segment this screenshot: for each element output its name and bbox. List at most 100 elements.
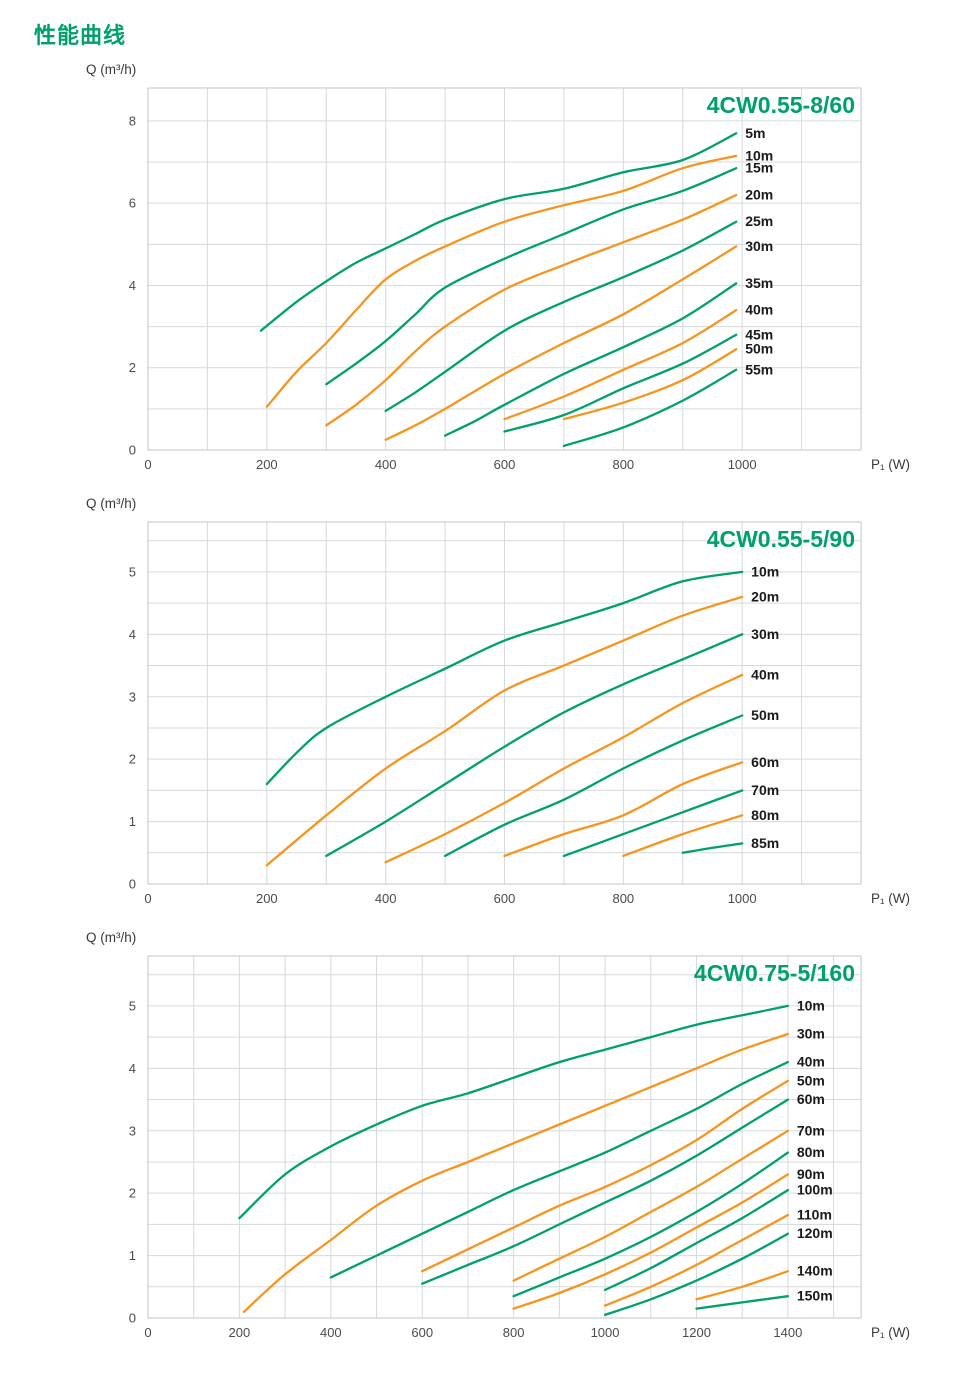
curve-100m bbox=[603, 1188, 790, 1292]
y-axis-label: Q (m³/h) bbox=[86, 62, 136, 77]
curve-120m bbox=[603, 1232, 790, 1317]
chart-title: 4CW0.55-5/90 bbox=[707, 526, 855, 552]
curve-label-30m: 30m bbox=[797, 1026, 825, 1042]
x-tick-label: 0 bbox=[144, 891, 151, 906]
x-tick-label: 800 bbox=[612, 891, 634, 906]
y-tick-label: 8 bbox=[129, 113, 136, 128]
y-axis-label: Q (m³/h) bbox=[86, 930, 136, 945]
curve-20m bbox=[325, 193, 738, 427]
curve-40m bbox=[503, 308, 738, 421]
y-tick-label: 4 bbox=[129, 1061, 136, 1076]
curve-label-30m: 30m bbox=[745, 238, 773, 254]
curve-label-120m: 120m bbox=[797, 1225, 833, 1241]
page-title: 性能曲线 bbox=[34, 23, 127, 48]
curve-15m bbox=[325, 167, 738, 386]
curve-label-15m: 15m bbox=[745, 160, 773, 176]
curve-50m bbox=[443, 714, 744, 858]
curve-50m bbox=[562, 348, 738, 421]
curve-label-110m: 110m bbox=[797, 1207, 832, 1223]
curve-70m bbox=[512, 1129, 790, 1282]
curve-30m bbox=[242, 1032, 790, 1313]
y-tick-label: 1 bbox=[129, 1248, 136, 1263]
curve-label-35m: 35m bbox=[745, 275, 773, 291]
y-tick-label: 6 bbox=[129, 196, 136, 211]
curve-30m bbox=[384, 245, 738, 441]
curve-label-50m: 50m bbox=[797, 1072, 825, 1088]
y-tick-label: 3 bbox=[129, 689, 136, 704]
x-tick-label: 1200 bbox=[682, 1325, 711, 1340]
curve-10m bbox=[238, 1004, 790, 1220]
curve-70m bbox=[562, 789, 744, 858]
curve-80m bbox=[512, 1151, 790, 1298]
x-tick-label: 0 bbox=[144, 457, 151, 472]
curve-label-20m: 20m bbox=[751, 588, 779, 604]
curve-40m bbox=[384, 673, 744, 864]
curve-90m bbox=[512, 1173, 790, 1310]
plot-border bbox=[147, 955, 862, 1319]
curve-50m bbox=[421, 1079, 790, 1273]
x-axis-label: P₁ (W) bbox=[871, 891, 910, 906]
chart-svg: 0 200 400 600 800 1000 0 2 4 6 8 Q (m³/h) P₁ (W) 4CW0… bbox=[86, 62, 910, 472]
y-tick-label: 5 bbox=[129, 564, 136, 579]
x-tick-label: 1000 bbox=[591, 1325, 620, 1340]
x-tick-label: 0 bbox=[144, 1325, 151, 1340]
curve-label-10m: 10m bbox=[751, 563, 779, 579]
x-tick-label: 200 bbox=[256, 457, 278, 472]
x-tick-label: 400 bbox=[375, 457, 397, 472]
curve-20m bbox=[265, 595, 744, 867]
curve-label-10m: 10m bbox=[745, 147, 773, 163]
curve-150m bbox=[695, 1295, 790, 1310]
curve-10m bbox=[265, 154, 738, 408]
curve-35m bbox=[443, 282, 738, 437]
curve-55m bbox=[562, 368, 738, 448]
x-tick-label: 1400 bbox=[773, 1325, 802, 1340]
x-tick-label: 800 bbox=[503, 1325, 525, 1340]
chart-svg: 0 200 400 600 800 1000 0 1 2 3 4 5 Q (m³/h) P₁ (W) 4CW… bbox=[86, 496, 910, 906]
curve-label-90m: 90m bbox=[797, 1166, 825, 1182]
x-tick-label: 800 bbox=[612, 457, 634, 472]
curve-label-140m: 140m bbox=[797, 1263, 833, 1279]
chart-title: 4CW0.55-8/60 bbox=[707, 92, 855, 118]
x-tick-label: 200 bbox=[256, 891, 278, 906]
curve-60m bbox=[503, 761, 744, 858]
chart-title: 4CW0.75-5/160 bbox=[694, 960, 855, 986]
chart-svg: 0 200 400 600 800 1000 1200 1400 0 1 2 3 4 5 Q (m³/h) P… bbox=[86, 930, 910, 1340]
curve-10m bbox=[265, 570, 744, 786]
curve-40m bbox=[329, 1060, 790, 1279]
y-tick-label: 0 bbox=[129, 443, 136, 458]
y-tick-label: 3 bbox=[129, 1123, 136, 1138]
curve-label-40m: 40m bbox=[797, 1054, 825, 1070]
curve-5m bbox=[259, 132, 738, 332]
curve-label-80m: 80m bbox=[797, 1144, 825, 1160]
curve-label-70m: 70m bbox=[797, 1122, 825, 1138]
curve-60m bbox=[421, 1098, 790, 1285]
y-tick-label: 0 bbox=[129, 877, 136, 892]
y-tick-label: 5 bbox=[129, 998, 136, 1013]
plot-border bbox=[147, 521, 862, 885]
curve-label-25m: 25m bbox=[745, 213, 773, 229]
curve-140m bbox=[695, 1270, 790, 1301]
chart-section: 0 200 400 600 800 1000 1200 1400 0 1 2 3 4 5 Q (m³/h) P… bbox=[6, 926, 975, 1356]
x-axis-label: P₁ (W) bbox=[871, 1325, 910, 1340]
y-axis-label: Q (m³/h) bbox=[86, 496, 136, 511]
y-tick-label: 2 bbox=[129, 1186, 136, 1201]
x-tick-label: 600 bbox=[494, 891, 516, 906]
curve-80m bbox=[622, 814, 744, 858]
curve-label-80m: 80m bbox=[751, 807, 779, 823]
curve-label-40m: 40m bbox=[751, 666, 779, 682]
curve-label-20m: 20m bbox=[745, 186, 773, 202]
curve-label-50m: 50m bbox=[751, 707, 779, 723]
curve-label-5m: 5m bbox=[745, 125, 765, 141]
curve-25m bbox=[384, 220, 738, 413]
curve-85m bbox=[681, 842, 744, 854]
x-axis-label: P₁ (W) bbox=[871, 457, 910, 472]
curve-label-150m: 150m bbox=[797, 1288, 833, 1304]
plot-border bbox=[147, 87, 862, 451]
curve-30m bbox=[325, 633, 744, 858]
x-tick-label: 1000 bbox=[728, 891, 757, 906]
y-tick-label: 2 bbox=[129, 752, 136, 767]
y-tick-label: 0 bbox=[129, 1311, 136, 1326]
curve-label-40m: 40m bbox=[745, 302, 773, 318]
x-tick-label: 600 bbox=[411, 1325, 433, 1340]
